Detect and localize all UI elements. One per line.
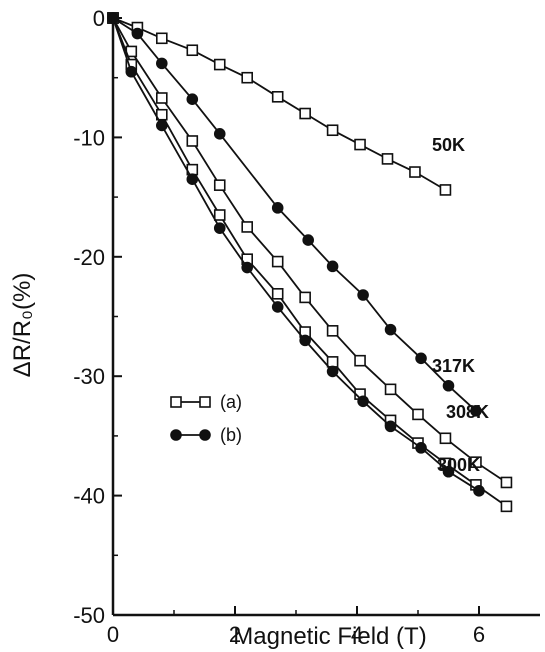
data-point	[299, 291, 311, 304]
data-point	[213, 179, 226, 191]
data-point	[439, 432, 452, 445]
data-point	[271, 202, 284, 214]
x-tick-label: 2	[229, 622, 241, 647]
data-point	[415, 352, 427, 365]
data-point	[186, 173, 199, 185]
series-300k-b	[107, 12, 485, 497]
legend-marker	[199, 396, 211, 408]
legend-marker	[170, 396, 182, 408]
data-point	[354, 138, 366, 151]
legend-marker	[199, 429, 211, 441]
data-point	[271, 288, 284, 300]
y-tick-label: -20	[73, 245, 105, 270]
data-point	[299, 107, 311, 120]
y-tick-label: -30	[73, 364, 105, 389]
data-point	[326, 260, 339, 273]
data-point	[470, 405, 482, 417]
data-point	[302, 234, 315, 246]
series-label: 317K	[432, 356, 475, 376]
data-point	[326, 365, 339, 378]
series-50k-a	[107, 12, 452, 196]
y-tick-label: 0	[93, 6, 105, 31]
legend-marker	[170, 429, 182, 441]
series-317k-b	[107, 12, 482, 417]
data-point	[271, 301, 284, 313]
data-point	[156, 119, 168, 132]
data-point	[241, 261, 253, 274]
data-point	[384, 383, 397, 396]
data-point	[271, 255, 284, 268]
series-label: 300K	[437, 455, 480, 475]
data-point	[412, 408, 424, 421]
data-point	[326, 356, 339, 368]
data-point	[442, 465, 455, 478]
data-point	[213, 128, 226, 140]
data-point	[470, 456, 482, 468]
data-point	[384, 323, 397, 336]
data-point	[439, 184, 452, 196]
x-axis-title: Magnetic Field (T)	[233, 623, 426, 650]
data-point	[156, 57, 168, 70]
data-point	[354, 354, 366, 367]
series-label: 308K	[446, 402, 489, 422]
data-point	[131, 27, 144, 40]
data-point	[442, 379, 455, 392]
labels-layer: 50K 317K 308K 300K	[432, 135, 489, 475]
data-point	[326, 124, 339, 137]
data-point	[156, 32, 168, 45]
series-line	[112, 17, 477, 412]
legend-item-b: (b)	[170, 425, 242, 445]
x-tick-label: 4	[351, 622, 363, 647]
legend-item-a: (a)	[170, 392, 242, 412]
data-point	[271, 91, 284, 103]
data-point	[381, 153, 394, 165]
data-point	[326, 325, 339, 337]
x-tick-label: 6	[473, 622, 485, 647]
data-point	[186, 135, 199, 147]
data-point	[213, 222, 226, 234]
legend-label: (a)	[220, 392, 242, 412]
legend: (a) (b)	[170, 392, 242, 445]
x-tick-label: 0	[107, 622, 119, 647]
data-point	[213, 58, 226, 71]
data-point	[409, 166, 421, 178]
data-point	[357, 395, 369, 408]
data-point	[186, 44, 199, 57]
legend-label: (b)	[220, 425, 242, 445]
data-point	[473, 485, 485, 497]
series-layer	[107, 12, 513, 513]
data-point	[415, 442, 427, 454]
axes-layer: 0 2 4 6 0 -10 -20 -30 -40 -50	[73, 6, 540, 647]
data-point	[500, 476, 513, 489]
y-tick-label: -40	[73, 484, 105, 509]
data-point	[500, 500, 513, 513]
data-point	[241, 71, 253, 84]
y-axis-title: ΔR/R₀(%)	[9, 273, 36, 378]
data-point	[299, 334, 311, 347]
data-point	[357, 289, 369, 301]
data-point	[186, 93, 199, 105]
data-point	[241, 221, 253, 233]
data-point	[125, 65, 138, 78]
data-point	[156, 92, 168, 104]
series-line	[112, 17, 480, 492]
data-point	[213, 209, 226, 221]
y-tick-label: -50	[73, 603, 105, 628]
series-label: 50K	[432, 135, 465, 155]
y-tick-label: -10	[73, 125, 105, 150]
data-point	[384, 420, 397, 433]
